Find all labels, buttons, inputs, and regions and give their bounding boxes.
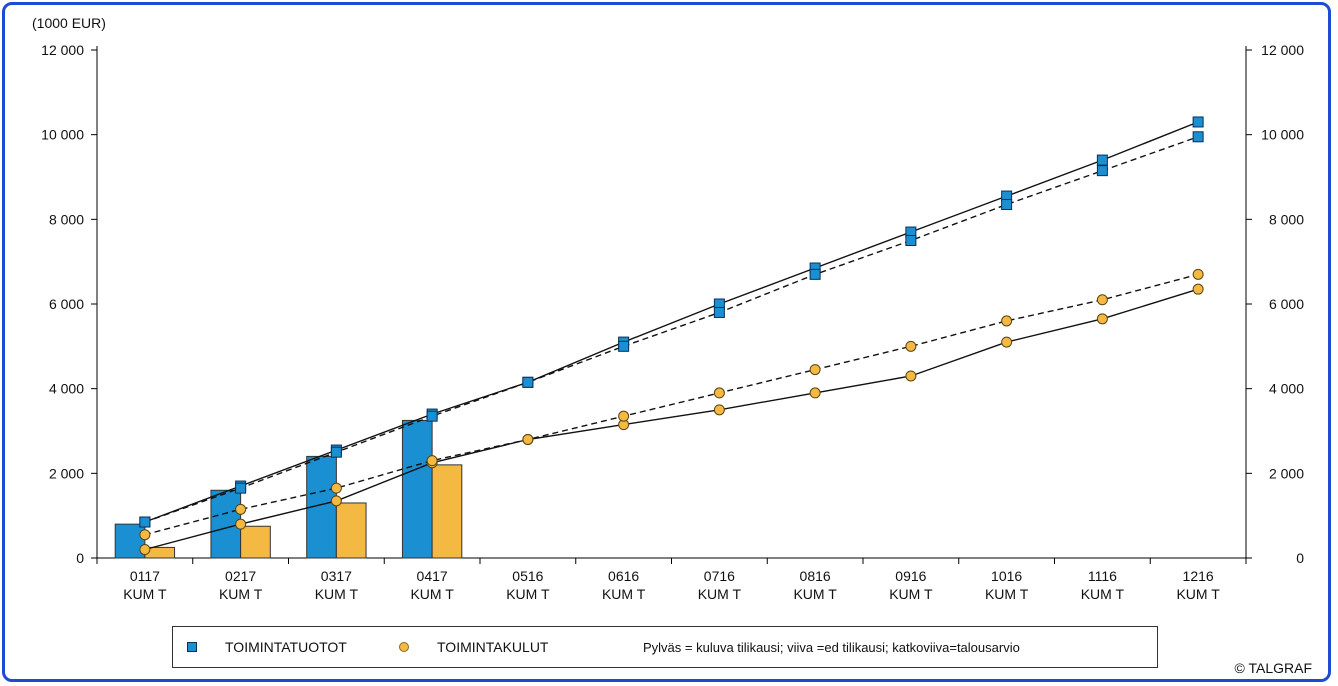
marker-toimintakulut-budget: [618, 410, 630, 422]
legend-label-toimintakulut: TOIMINTAKULUT: [437, 639, 549, 655]
x-tick-label: KUM T: [793, 586, 837, 602]
x-tick-label: KUM T: [506, 586, 550, 602]
x-tick-label: 0816: [800, 568, 831, 584]
y-tick-label-right: 0: [1296, 550, 1304, 566]
marker-toimintakulut-previous: [1096, 313, 1108, 325]
x-tick-label: KUM T: [315, 586, 359, 602]
legend: TOIMINTATUOTOT TOIMINTAKULUT Pylväs = ku…: [172, 626, 1158, 668]
marker-toimintatuotot-budget: [139, 516, 151, 528]
y-tick-label-left: 2 000: [49, 465, 84, 481]
legend-note: Pylväs = kuluva tilikausi; viiva =ed til…: [643, 640, 1020, 655]
bar-toimintatuotot: [401, 419, 433, 559]
x-tick-label: 0616: [608, 568, 639, 584]
line-toimintatuotot-previous: [144, 121, 1199, 523]
marker-toimintakulut-budget: [713, 387, 725, 399]
marker-toimintatuotot-previous: [1192, 116, 1204, 128]
chart-lines: [144, 121, 1199, 551]
y-tick-label-right: 8 000: [1269, 211, 1304, 227]
x-tick-label: 0516: [512, 568, 543, 584]
marker-toimintakulut-budget: [426, 455, 438, 467]
x-tick-label: 0317: [321, 568, 352, 584]
marker-toimintatuotot-previous: [1096, 154, 1108, 166]
line-toimintakulut-budget: [144, 273, 1199, 536]
y-tick-label-right: 12 000: [1261, 42, 1304, 58]
x-tick-label: KUM T: [985, 586, 1029, 602]
x-tick-label: KUM T: [410, 586, 454, 602]
marker-toimintakulut-budget: [905, 340, 917, 352]
x-tick-label: KUM T: [698, 586, 742, 602]
y-tick-label-right: 4 000: [1269, 381, 1304, 397]
x-tick-label: KUM T: [123, 586, 167, 602]
marker-toimintakulut-budget: [809, 364, 821, 376]
y-tick-label-left: 0: [76, 550, 84, 566]
marker-toimintakulut-previous: [809, 387, 821, 399]
x-tick-label: KUM T: [219, 586, 263, 602]
x-tick-label: 0117: [130, 568, 160, 584]
x-tick-label: 1016: [991, 568, 1022, 584]
y-tick-label-left: 12 000: [41, 42, 84, 58]
marker-toimintatuotot-budget: [1001, 199, 1013, 211]
marker-toimintakulut-previous: [139, 544, 151, 556]
marker-toimintakulut-budget: [1096, 294, 1108, 306]
bar-toimintakulut: [431, 464, 463, 559]
marker-toimintatuotot-budget: [809, 268, 821, 280]
x-tick-label: 1116: [1088, 568, 1117, 584]
marker-toimintakulut-previous: [330, 495, 342, 507]
y-tick-label-left: 10 000: [41, 127, 84, 143]
marker-toimintakulut-budget: [235, 503, 247, 515]
bar-toimintakulut: [240, 525, 271, 559]
bar-toimintatuotot: [114, 523, 146, 559]
marker-toimintakulut-previous: [905, 370, 917, 382]
x-tick-label: KUM T: [889, 586, 933, 602]
x-tick-label: 0417: [417, 568, 448, 584]
marker-toimintatuotot-budget: [330, 446, 342, 458]
marker-toimintatuotot-budget: [1096, 165, 1108, 177]
line-toimintatuotot-budget: [144, 136, 1199, 523]
circle-marker-icon: [399, 642, 409, 652]
marker-toimintakulut-previous: [713, 404, 725, 416]
marker-toimintakulut-budget: [330, 482, 342, 494]
legend-item-toimintatuotot: TOIMINTATUOTOT: [187, 639, 347, 655]
legend-label-toimintatuotot: TOIMINTATUOTOT: [225, 639, 347, 655]
x-tick-label: 0716: [704, 568, 735, 584]
legend-item-toimintakulut: TOIMINTAKULUT: [399, 639, 549, 655]
unit-label: (1000 EUR): [32, 15, 106, 31]
marker-toimintakulut-budget: [1192, 268, 1204, 280]
chart-bars: [114, 419, 463, 559]
marker-toimintakulut-budget: [139, 529, 151, 541]
y-tick-label-left: 4 000: [49, 381, 84, 397]
x-tick-label: 0916: [895, 568, 926, 584]
x-tick-label: KUM T: [1176, 586, 1220, 602]
marker-toimintatuotot-budget: [1192, 131, 1204, 143]
chart-markers: [139, 116, 1204, 556]
chart-labels: 0 0 2 000 2 000 4 000 4 000 6 000 6 000 8 000 8 0…: [32, 15, 1304, 602]
marker-toimintakulut-budget: [522, 433, 534, 445]
bar-toimintakulut: [335, 502, 367, 559]
marker-toimintakulut-previous: [1001, 336, 1013, 348]
marker-toimintakulut-previous: [1192, 283, 1204, 295]
y-tick-label-left: 6 000: [49, 296, 84, 312]
marker-toimintatuotot-budget: [618, 340, 630, 352]
square-marker-icon: [187, 642, 197, 652]
y-tick-label-right: 10 000: [1261, 127, 1304, 143]
y-tick-label-left: 8 000: [49, 211, 84, 227]
marker-toimintakulut-budget: [1001, 315, 1013, 327]
copyright-text: © TALGRAF: [1234, 660, 1312, 676]
x-tick-label: KUM T: [602, 586, 646, 602]
marker-toimintatuotot-budget: [905, 235, 917, 246]
marker-toimintatuotot-budget: [522, 376, 534, 388]
marker-toimintakulut-previous: [235, 518, 247, 530]
marker-toimintatuotot-budget: [426, 410, 438, 422]
marker-toimintatuotot-budget: [713, 306, 725, 318]
y-tick-label-right: 6 000: [1269, 296, 1304, 312]
marker-toimintatuotot-budget: [235, 482, 247, 494]
x-tick-label: 0217: [225, 568, 256, 584]
line-toimintakulut-previous: [144, 288, 1199, 551]
chart-axes: [91, 46, 1252, 564]
x-tick-label: 1216: [1183, 568, 1214, 584]
x-tick-label: KUM T: [1081, 586, 1125, 602]
y-tick-label-right: 2 000: [1269, 465, 1304, 481]
